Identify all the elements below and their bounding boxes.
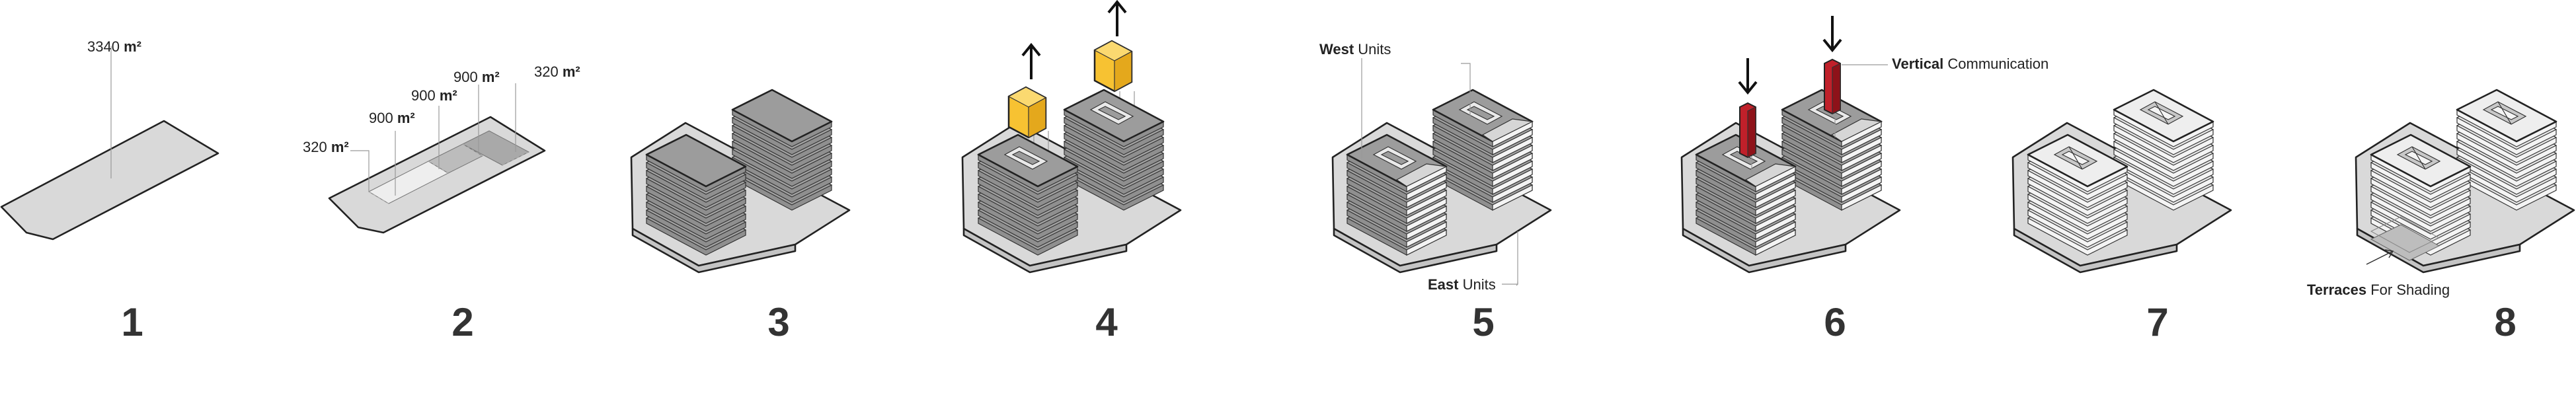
- step-3-massing: [630, 90, 851, 274]
- lift-block-west: [1007, 86, 1047, 139]
- step-number-7: 7: [2146, 300, 2168, 344]
- arrow-up-icon: [1107, 1, 1127, 38]
- vertical-communication-label: Vertical Communication: [1892, 56, 2049, 72]
- step-4-lift: [961, 1, 1182, 274]
- step-8-terraces: Terraces For Shading: [2307, 90, 2575, 298]
- vertical-core-east: [1824, 59, 1841, 114]
- step-1-site: 3340 m²: [0, 38, 219, 241]
- plot-b-label: 900 m²: [369, 110, 415, 126]
- step-6-circulation: Vertical Communication: [1680, 15, 2049, 274]
- east-units-label: East Units: [1428, 276, 1496, 293]
- step-number-1: 1: [121, 300, 143, 344]
- step-number-4: 4: [1095, 300, 1118, 344]
- lift-block-east: [1093, 40, 1133, 93]
- west-units-label: West Units: [1319, 41, 1391, 57]
- plot-d-label: 900 m²: [453, 69, 500, 85]
- vertical-core-west: [1739, 102, 1756, 158]
- plot-a-label: 320 m²: [303, 139, 349, 155]
- step-number-2: 2: [451, 300, 473, 344]
- step-5-units: West Units East Units: [1319, 41, 1552, 293]
- step-number-8: 8: [2494, 300, 2516, 344]
- step-number-5: 5: [1472, 300, 1494, 344]
- step-7-facade: [2011, 90, 2232, 274]
- arrow-down-icon: [1738, 57, 1758, 94]
- step-2-plots: 320 m² 900 m² 900 m² 900 m² 320 m²: [303, 63, 580, 234]
- step-number-6: 6: [1824, 300, 1846, 344]
- step-number-3: 3: [767, 300, 789, 344]
- terraces-label: Terraces For Shading: [2307, 282, 2450, 298]
- arrow-up-icon: [1021, 44, 1041, 81]
- arrow-down-icon: [1822, 15, 1842, 52]
- plot-c-label: 900 m²: [411, 87, 457, 104]
- site-area-label: 3340 m²: [87, 38, 141, 55]
- plot-e-label: 320 m²: [534, 63, 580, 80]
